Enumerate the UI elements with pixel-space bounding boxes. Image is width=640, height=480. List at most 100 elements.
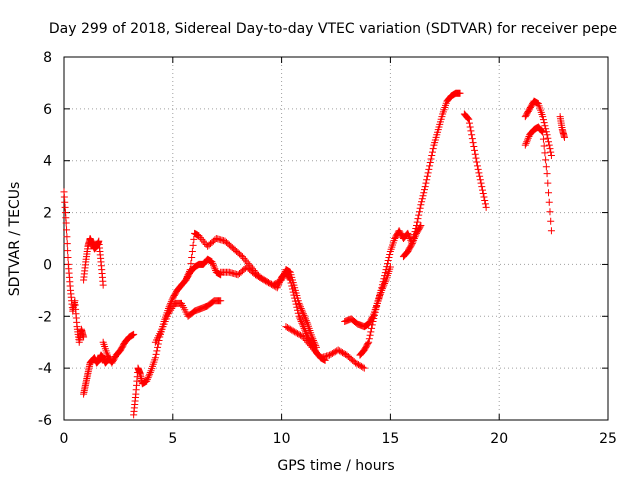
data-point — [481, 196, 489, 204]
data-point — [292, 300, 300, 308]
series-sat-c — [80, 235, 107, 289]
data-point — [428, 148, 436, 156]
data-point — [481, 200, 489, 208]
data-point — [542, 163, 550, 171]
data-point — [182, 276, 190, 284]
series-sat-m — [460, 110, 490, 211]
data-point — [314, 350, 322, 358]
data-point — [545, 138, 553, 146]
ticks: 0 5 10 15 20 25 -6 -4 -2 0 2 4 6 8 — [38, 50, 617, 447]
data-point — [266, 279, 274, 287]
data-point — [413, 218, 421, 226]
data-point — [241, 256, 249, 264]
data-point — [383, 260, 391, 268]
data-point — [294, 330, 302, 338]
data-point — [184, 271, 192, 279]
data-point — [291, 328, 299, 336]
data-point — [295, 299, 303, 307]
data-point — [546, 208, 554, 216]
data-point — [371, 308, 379, 316]
series-sat-i — [282, 323, 368, 372]
data-point — [290, 291, 298, 299]
data-point — [183, 273, 191, 281]
data-point — [543, 170, 551, 178]
data-point — [302, 336, 310, 344]
series-sat-e — [130, 255, 225, 419]
data-point — [311, 347, 319, 355]
data-point — [465, 115, 473, 123]
x-tick-label: 25 — [599, 431, 617, 447]
data-point — [336, 347, 344, 355]
data-point — [365, 335, 373, 343]
data-point — [286, 275, 294, 283]
data-point — [327, 350, 335, 358]
data-point — [367, 328, 375, 336]
data-point — [360, 364, 368, 372]
y-tick-label: -6 — [38, 413, 52, 429]
x-axis-label: GPS time / hours — [277, 458, 394, 474]
data-point — [300, 311, 308, 319]
data-point — [62, 219, 70, 227]
data-point — [282, 323, 290, 331]
data-point — [370, 311, 378, 319]
data-point — [423, 176, 431, 184]
data-point — [544, 134, 552, 142]
data-point — [253, 270, 261, 278]
data-point — [366, 331, 374, 339]
data-point — [418, 198, 426, 206]
data-point — [64, 247, 72, 255]
x-tick-label: 0 — [60, 431, 69, 447]
data-point — [296, 314, 304, 322]
data-point — [302, 317, 310, 325]
data-point — [466, 123, 474, 131]
data-point — [263, 278, 271, 286]
series-sat-a — [60, 188, 88, 346]
data-point — [464, 114, 472, 122]
y-tick-label: 0 — [43, 257, 52, 273]
data-point — [183, 274, 191, 282]
data-point — [246, 261, 254, 269]
data-point — [308, 343, 316, 351]
data-point — [285, 324, 293, 332]
data-point — [154, 340, 162, 348]
data-point — [186, 266, 194, 274]
data-point — [383, 263, 391, 271]
data-point — [328, 349, 336, 357]
data-point — [463, 114, 471, 121]
series-sat-b — [80, 351, 112, 398]
data-point — [188, 247, 196, 255]
data-point — [543, 131, 551, 139]
data-point — [340, 349, 348, 357]
data-point — [267, 280, 275, 288]
data-point — [257, 274, 265, 282]
data-point — [146, 368, 154, 376]
data-point — [381, 272, 389, 280]
plot-frame — [63, 56, 609, 421]
data-point — [256, 273, 264, 281]
data-point — [415, 211, 423, 219]
data-point — [422, 179, 430, 187]
data-point — [297, 305, 305, 313]
data-point — [238, 253, 246, 261]
data-point — [294, 309, 302, 317]
data-point — [299, 308, 307, 316]
data-point — [287, 279, 295, 287]
data-point — [143, 375, 151, 383]
data-point — [477, 179, 485, 187]
data-point — [217, 297, 225, 305]
data-point — [185, 267, 193, 275]
data-point — [539, 135, 547, 143]
data-point — [546, 145, 554, 153]
data-point — [381, 269, 389, 277]
data-point — [471, 150, 479, 158]
data-point — [302, 328, 310, 336]
data-point — [185, 269, 193, 277]
data-point — [63, 226, 71, 234]
data-point — [547, 227, 555, 235]
data-point — [151, 354, 159, 362]
data-point — [541, 149, 549, 157]
data-point — [472, 154, 480, 162]
series-sat-o — [521, 123, 555, 235]
data-point — [303, 318, 311, 326]
data-point — [240, 254, 248, 262]
